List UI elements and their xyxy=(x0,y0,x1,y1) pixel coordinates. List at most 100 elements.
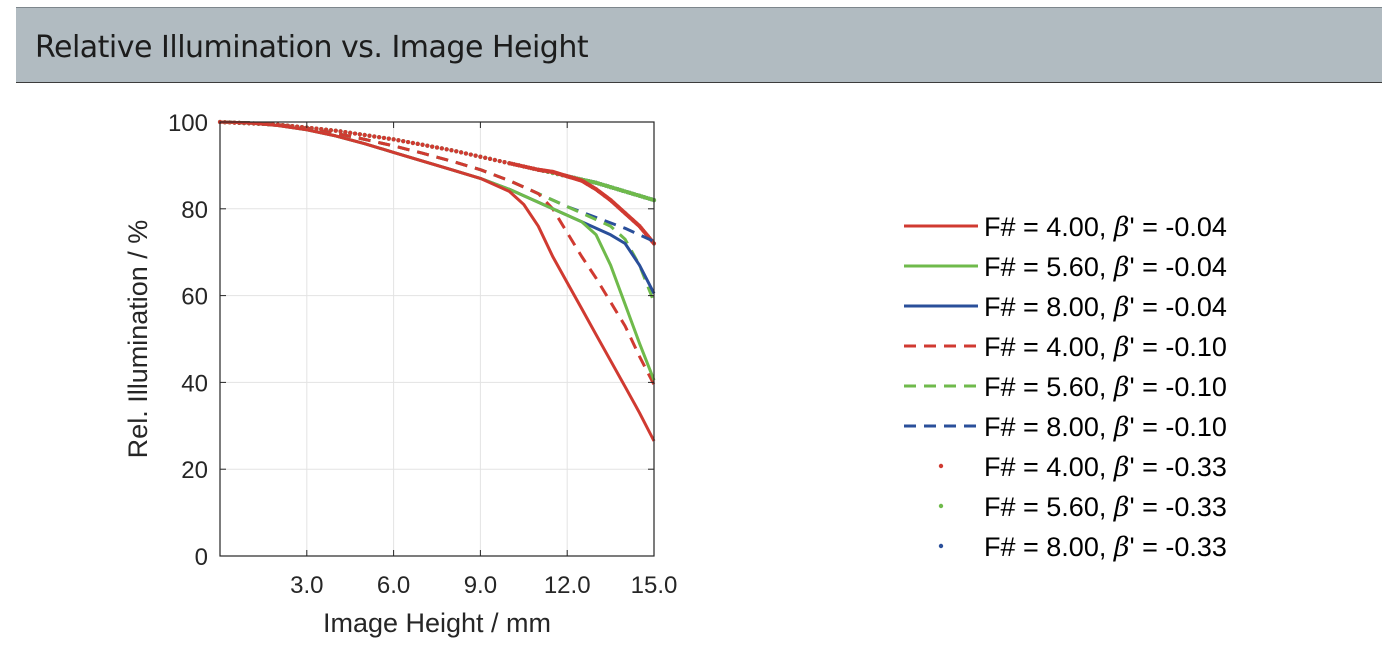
series-line xyxy=(219,120,656,386)
x-tick-label: 9.0 xyxy=(464,572,497,599)
legend-label: F# = 4.00, β' = -0.10 xyxy=(984,332,1227,363)
y-axis-label: Rel. Illumination / % xyxy=(123,220,153,459)
legend-swatch xyxy=(938,543,944,549)
series-line xyxy=(219,120,656,381)
beta-symbol: β xyxy=(1113,372,1130,403)
legend-label-suffix: ' = -0.04 xyxy=(1129,292,1226,322)
y-tick-label: 100 xyxy=(168,110,208,137)
legend-label: F# = 8.00, β' = -0.10 xyxy=(984,412,1227,443)
axis-ticks: 0 20 40 60 80 100 3.0 6.0 9.0 12.0 15.0 xyxy=(168,110,677,599)
data-point xyxy=(487,156,493,161)
data-point xyxy=(401,139,406,144)
data-point xyxy=(381,135,387,141)
y-tick-label: 80 xyxy=(181,197,208,224)
y-tick-label: 60 xyxy=(181,284,208,311)
data-point xyxy=(478,154,483,159)
legend-label-suffix: ' = -0.04 xyxy=(1129,252,1226,282)
legend-item: F# = 5.60, β' = -0.10 xyxy=(904,372,1227,403)
legend-label-suffix: ' = -0.33 xyxy=(1129,492,1226,522)
data-point xyxy=(439,146,444,151)
legend-label-suffix: ' = -0.10 xyxy=(1129,332,1226,362)
plot-frame xyxy=(219,121,655,557)
data-point xyxy=(372,134,377,139)
legend-label: F# = 5.60, β' = -0.04 xyxy=(984,252,1227,283)
data-point xyxy=(377,135,382,140)
legend-label: F# = 8.00, β' = -0.04 xyxy=(984,292,1227,323)
data-point xyxy=(391,137,396,142)
data-point xyxy=(492,157,497,163)
data-point xyxy=(434,145,440,150)
legend-item: F# = 4.00, β' = -0.33 xyxy=(938,452,1227,483)
legend-item: F# = 5.60, β' = -0.33 xyxy=(938,492,1227,523)
data-point xyxy=(333,128,338,133)
legend-item: F# = 5.60, β' = -0.04 xyxy=(904,252,1227,283)
data-point xyxy=(449,148,454,153)
data-point xyxy=(420,142,425,147)
data-point xyxy=(502,160,507,165)
legend-label-suffix: ' = -0.33 xyxy=(1129,452,1226,482)
legend-label: F# = 5.60, β' = -0.33 xyxy=(984,492,1227,523)
data-point xyxy=(425,143,430,148)
legend-label-prefix: F# = 8.00, xyxy=(984,292,1114,322)
legend-item: F# = 8.00, β' = -0.10 xyxy=(904,412,1227,443)
data-point xyxy=(473,153,478,158)
x-tick-label: 15.0 xyxy=(631,572,678,599)
beta-symbol: β xyxy=(1113,252,1130,283)
data-point xyxy=(386,136,391,141)
data-point xyxy=(314,126,319,131)
beta-symbol: β xyxy=(1113,332,1130,363)
plot-lines xyxy=(217,119,657,442)
legend-item: F# = 8.00, β' = -0.33 xyxy=(938,532,1227,563)
beta-symbol: β xyxy=(1113,492,1130,523)
legend-label-prefix: F# = 8.00, xyxy=(984,412,1114,442)
data-point xyxy=(468,152,473,157)
legend-label-prefix: F# = 5.60, xyxy=(984,492,1114,522)
beta-symbol: β xyxy=(1113,212,1130,243)
data-point xyxy=(415,141,420,146)
y-tick-label: 40 xyxy=(181,370,208,397)
legend-label-suffix: ' = -0.10 xyxy=(1129,372,1226,402)
data-point xyxy=(454,149,459,154)
x-tick-label: 6.0 xyxy=(377,572,410,599)
data-point xyxy=(343,130,348,135)
x-tick-label: 12.0 xyxy=(544,572,591,599)
data-point xyxy=(430,144,435,149)
data-point xyxy=(444,147,449,152)
series-dots xyxy=(217,119,657,203)
legend-label-prefix: F# = 5.60, xyxy=(984,252,1114,282)
data-point xyxy=(497,158,502,164)
data-point xyxy=(362,132,367,138)
legend-label-suffix: ' = -0.33 xyxy=(1129,532,1226,562)
data-point xyxy=(348,130,353,135)
beta-symbol: β xyxy=(1113,292,1130,323)
legend-label-prefix: F# = 4.00, xyxy=(984,332,1114,362)
legend-item: F# = 8.00, β' = -0.04 xyxy=(904,292,1227,323)
data-point xyxy=(396,138,401,143)
data-point xyxy=(459,150,464,155)
legend-item: F# = 4.00, β' = -0.04 xyxy=(904,212,1227,243)
data-point xyxy=(367,133,372,138)
series-line xyxy=(219,120,655,243)
y-tick-label: 20 xyxy=(181,457,208,484)
x-axis-label: Image Height / mm xyxy=(323,608,551,638)
legend-label-suffix: ' = -0.04 xyxy=(1129,212,1226,242)
beta-symbol: β xyxy=(1113,532,1130,563)
beta-symbol: β xyxy=(1113,452,1130,483)
legend-label-prefix: F# = 8.00, xyxy=(984,532,1114,562)
beta-symbol: β xyxy=(1113,412,1130,443)
page-title: Relative Illumination vs. Image Height xyxy=(35,30,589,65)
data-point xyxy=(463,151,469,156)
data-point xyxy=(483,155,488,160)
legend-label-suffix: ' = -0.10 xyxy=(1129,412,1226,442)
header-bar: Relative Illumination vs. Image Height xyxy=(16,7,1382,83)
legend-swatch xyxy=(938,463,944,469)
legend-item: F# = 4.00, β' = -0.10 xyxy=(904,332,1227,363)
legend-label-prefix: F# = 5.60, xyxy=(984,372,1114,402)
legend-label: F# = 4.00, β' = -0.33 xyxy=(984,452,1227,483)
data-point xyxy=(405,139,411,145)
legend-label: F# = 5.60, β' = -0.10 xyxy=(984,372,1227,403)
legend-label-prefix: F# = 4.00, xyxy=(984,452,1114,482)
legend: F# = 4.00, β' = -0.04F# = 5.60, β' = -0.… xyxy=(904,212,1227,563)
data-point xyxy=(357,132,362,137)
